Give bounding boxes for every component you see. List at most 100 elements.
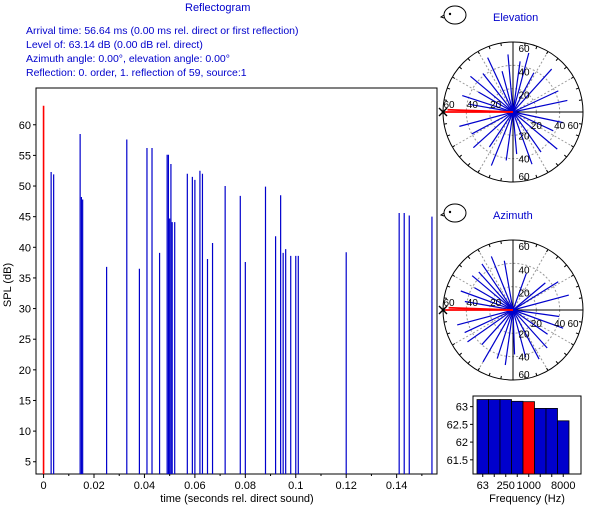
elevation-ray (512, 68, 553, 113)
elevation-ray (507, 54, 514, 113)
azimuth-ring-tick (575, 332, 579, 335)
elevation-ray (512, 111, 558, 150)
azimuth-ring-tick (447, 285, 451, 288)
azimuth-ring-tick (477, 249, 480, 253)
elevation-ray (501, 71, 514, 113)
azimuth-ring-tick (555, 256, 559, 259)
elevation-ring-tick (447, 87, 451, 90)
elevation-tick-label: 20 (531, 121, 543, 132)
elevation-ring-tick (575, 134, 579, 137)
x-tick-label: 0.1 (288, 480, 303, 492)
azimuth-ring-tick (546, 249, 549, 253)
y-tick-label: 45 (19, 212, 31, 224)
elevation-ray (482, 73, 514, 113)
elevation-tick-label: 20 (518, 91, 530, 102)
elevation-ray (459, 111, 514, 127)
elevation-ray (487, 57, 514, 113)
elevation-ray (512, 90, 559, 113)
azimuth-ring-tick (443, 297, 448, 299)
azimuth-ring-tick (578, 297, 583, 299)
elevation-tick-label: 20 (518, 131, 530, 142)
x-tick-label: 0.02 (83, 480, 104, 492)
spectrum-bar (499, 399, 512, 475)
elevation-ring-tick (459, 154, 462, 158)
elevation-ray (512, 52, 530, 113)
elevation-ring-tick (477, 169, 480, 173)
azimuth-ray (512, 294, 569, 311)
spectrum-bar (511, 400, 524, 475)
elevation-ring-tick (546, 51, 549, 55)
azimuth-ray (460, 290, 514, 311)
azimuth-ring-tick (578, 321, 583, 323)
azimuth-ring-tick (570, 274, 574, 277)
azimuth-ring-tick (488, 372, 491, 376)
elevation-ring-tick (535, 46, 538, 50)
chart-title: Reflectogram (185, 2, 251, 14)
azimuth-ray (504, 309, 514, 366)
azimuth-ray (496, 309, 514, 359)
azimuth-ray (512, 309, 516, 355)
elevation-ring-tick (555, 58, 559, 61)
spectrum-y-tick-label: 63 (456, 402, 468, 414)
elevation-head-nose (439, 14, 445, 19)
elevation-ray (512, 111, 518, 155)
azimuth-tick-label: 20 (490, 298, 502, 309)
elevation-ray (512, 111, 564, 124)
azimuth-ring-tick (570, 343, 574, 346)
spectrum-bar (534, 408, 547, 475)
elevation-tick-label: 60 (443, 100, 455, 111)
x-axis-label: time (seconds rel. direct sound) (160, 493, 313, 505)
azimuth-ray (464, 300, 514, 311)
elevation-ring-tick (570, 145, 574, 148)
x-tick-label: 0.06 (184, 480, 205, 492)
azimuth-ring-tick (488, 244, 491, 248)
level-text: Level of: 63.14 dB (0.00 dB rel. direct) (26, 39, 203, 51)
spectrum-x-axis-label: Frequency (Hz) (489, 493, 565, 505)
azimuth-ring-tick (524, 375, 526, 380)
elevation-ray (512, 111, 542, 153)
elevation-ray (512, 111, 554, 132)
azimuth-ring-tick (477, 367, 480, 371)
y-tick-label: 35 (19, 273, 31, 285)
elevation-ring-tick (488, 46, 491, 50)
azimuth-ring-tick (546, 367, 549, 371)
elevation-tick-label: 20 (490, 100, 502, 111)
elevation-ray (478, 91, 514, 113)
azimuth-ray (482, 309, 514, 363)
elevation-tick-label: 60 (518, 44, 530, 55)
spectrum-y-tick-label: 62 (456, 437, 468, 449)
spectrum-x-tick-label: 1000 (517, 480, 541, 492)
spectrum-x-tick-label: 250 (497, 480, 515, 492)
elevation-head-eye (448, 12, 452, 16)
azimuth-ray (512, 309, 564, 329)
elevation-ring-tick (467, 163, 471, 166)
elevation-ring-tick (575, 87, 579, 90)
azimuth-ring-tick (575, 285, 579, 288)
azimuth-ray (474, 287, 514, 311)
azimuth-ray (512, 273, 527, 311)
azimuth-ray (512, 309, 560, 318)
azimuth-ring-tick (500, 375, 502, 380)
elevation-ring-tick (488, 174, 491, 178)
azimuth-tick-label: 60 (518, 370, 530, 381)
azimuth-tick-label: 40 (518, 353, 530, 364)
elevation-ring-tick (564, 154, 567, 158)
elevation-ring-tick (546, 169, 549, 173)
azimuth-ray (512, 309, 527, 358)
y-tick-label: 10 (19, 426, 31, 438)
elevation-tick-label: 40 (518, 67, 530, 78)
azimuth-title: Azimuth (493, 210, 533, 222)
azimuth-ring-tick (564, 264, 567, 268)
elevation-ray (512, 111, 533, 165)
azimuth-ray (512, 309, 548, 349)
elevation-ring-tick (477, 51, 480, 55)
elevation-ray (505, 111, 514, 161)
reflection-text: Reflection: 0. order, 1. reflection of 5… (26, 67, 247, 79)
y-tick-label: 60 (19, 120, 31, 132)
azimuth-head-nose (439, 212, 445, 217)
azimuth-ray (457, 309, 514, 326)
azimuth-ray (490, 256, 514, 311)
x-tick-label: 0.14 (386, 480, 407, 492)
azimuth-tick-label: 40 (518, 265, 530, 276)
